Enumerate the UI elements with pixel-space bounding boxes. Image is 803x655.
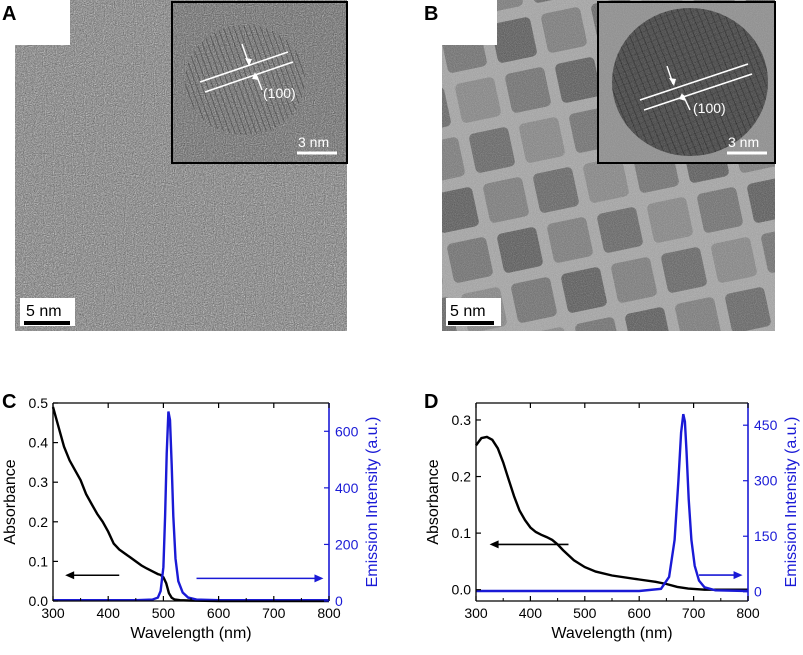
inset-b: (100) 3 nm	[597, 1, 776, 164]
lattice-line-a1	[199, 51, 289, 83]
lattice-line-a2	[204, 61, 294, 93]
y-tick-label: 0.5	[29, 395, 49, 411]
y-tick-label: 0.2	[452, 469, 472, 485]
y-axis-title: Absorbance	[2, 459, 19, 544]
x-tick-label: 600	[207, 605, 231, 621]
y2-axis-title: Emission Intensity (a.u.)	[364, 417, 381, 588]
lattice-line-b1	[639, 63, 749, 101]
panel-a: (100) 3 nm 5 nm A	[2, 0, 348, 331]
scale-bar-label-b: 5 nm	[450, 303, 486, 320]
panel-label-b: B	[424, 3, 438, 25]
nanocube	[638, 356, 685, 403]
inset-scale-label-b: 3 nm	[728, 134, 759, 150]
y2-tick-label: 0	[754, 584, 762, 600]
y2-tick-label: 150	[754, 528, 778, 544]
panel-c: C 300 400 500 600 700 800 0.0 0.1 0.2 0.3 0.4 0.5 0 2…	[2, 391, 381, 642]
emission-series-line	[476, 413, 749, 593]
y-tick-label: 0.0	[29, 593, 49, 609]
x-tick-label: 500	[573, 605, 597, 621]
nanocube	[368, 146, 415, 193]
absorbance-arrowhead	[65, 571, 75, 580]
lattice-plane-label-b: (100)	[693, 100, 726, 116]
x-tick-label: 400	[97, 605, 121, 621]
nanocube	[354, 96, 401, 143]
y-tick-label: 0.3	[452, 412, 472, 428]
nanocube	[382, 196, 429, 243]
absorbance-series-line	[51, 406, 329, 603]
x-tick-label: 700	[682, 605, 706, 621]
x-tick-label: 700	[262, 605, 286, 621]
nanocube	[790, 0, 803, 4]
nanocube	[488, 386, 535, 433]
y-tick-label: 0.2	[29, 514, 49, 530]
lattice-plane-label-a: (100)	[263, 85, 296, 101]
inset-a: (100) 3 nm	[171, 1, 348, 164]
nanocube	[652, 406, 699, 453]
emission-arrowhead	[314, 574, 324, 583]
nanocube	[774, 276, 803, 323]
panel-label-c: C	[2, 391, 16, 413]
nanocube	[390, 36, 437, 83]
panel-label-a: A	[2, 3, 16, 25]
scale-bar-label-a: 5 nm	[26, 303, 62, 320]
x-axis-title: Wavelength (nm)	[551, 625, 672, 642]
nanocube	[738, 336, 785, 383]
y2-axis-title: Emission Intensity (a.u.)	[783, 417, 800, 588]
y2-tick-label: 400	[335, 480, 359, 496]
emission-series-line	[53, 411, 329, 602]
nanocube	[552, 426, 599, 473]
nanocube	[538, 376, 585, 423]
x-tick-label: 800	[317, 605, 341, 621]
x-tick-label: 400	[519, 605, 543, 621]
nanocube	[588, 366, 635, 413]
panel-b: (100) 3 nm 5 nm B	[354, 0, 803, 483]
nanocube	[788, 326, 803, 373]
x-tick-label: 600	[628, 605, 652, 621]
nanocube	[474, 336, 521, 383]
nanocube	[502, 436, 549, 483]
y2-tick-label: 300	[754, 473, 778, 489]
chart-d: 300 400 500 600 700 800 0.0 0.1 0.2 0.3 0 150 300 450…	[425, 402, 800, 642]
y-tick-label: 0.3	[29, 474, 49, 490]
x-tick-label: 300	[41, 605, 65, 621]
absorbance-arrowhead	[489, 540, 499, 549]
y2-tick-label: 450	[754, 417, 778, 433]
y-tick-label: 0.0	[452, 582, 472, 598]
inset-scale-label-a: 3 nm	[298, 134, 329, 150]
x-tick-label: 500	[152, 605, 176, 621]
y2-tick-label: 0	[335, 593, 343, 609]
y2-tick-label: 200	[335, 536, 359, 552]
y-tick-label: 0.4	[29, 435, 49, 451]
lattice-line-b2	[643, 73, 753, 111]
x-tick-label: 800	[736, 605, 760, 621]
emission-arrowhead	[733, 571, 743, 580]
y-axis-title: Absorbance	[425, 459, 442, 544]
nanocube	[442, 247, 443, 293]
nanocube	[688, 346, 735, 393]
nanocube	[424, 346, 471, 393]
x-axis-title: Wavelength (nm)	[130, 625, 251, 642]
y-tick-label: 0.1	[452, 525, 472, 541]
nanocube	[782, 116, 803, 163]
nanocube	[525, 327, 571, 331]
x-tick-label: 300	[464, 605, 488, 621]
y-tick-label: 0.1	[29, 553, 49, 569]
chart-c: 300 400 500 600 700 800 0.0 0.1 0.2 0.3 0.4 0.5 0 200…	[2, 395, 381, 642]
nanocube	[376, 0, 423, 34]
panel-label-d: D	[424, 391, 438, 413]
nanocube	[602, 416, 649, 463]
y2-tick-label: 600	[335, 423, 359, 439]
nanocube	[796, 166, 803, 213]
panel-d: D 300 400 500 600 700 800 0.0 0.1 0.2 0.3 0 150 300 4…	[424, 391, 800, 642]
absorbance-series-line	[475, 435, 748, 591]
